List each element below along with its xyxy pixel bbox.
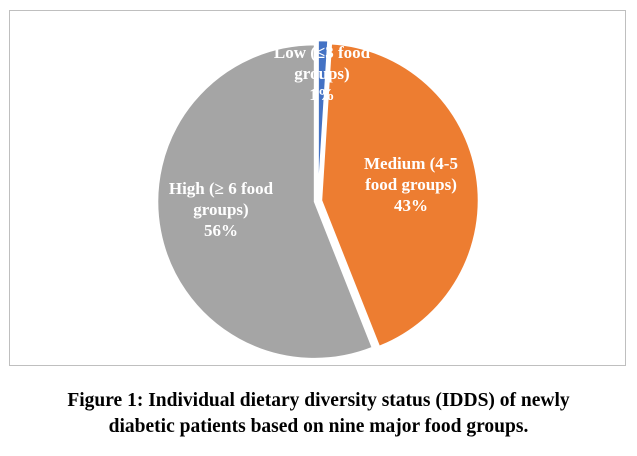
slice-label-line: 43% (394, 196, 428, 215)
slice-label-line: Medium (4-5 (364, 154, 458, 173)
chart-area: Low (≤3 food groups) 1% Medium (4-5 food gro… (9, 10, 626, 366)
pie-slice-1 (320, 42, 480, 348)
slice-label-line: groups) (193, 200, 248, 219)
pie-slice-0 (317, 39, 329, 198)
slice-label-line: 56% (204, 221, 238, 240)
slice-label-line: food groups) (365, 175, 457, 194)
pie-chart: Low (≤3 food groups) 1% Medium (4-5 food gro… (156, 39, 480, 360)
slice-label-0: Low (≤3 food groups) 1% (274, 43, 371, 104)
pie-labels: Low (≤3 food groups) 1% Medium (4-5 food gro… (169, 43, 458, 240)
pie-slice-2 (156, 43, 374, 360)
slice-label-line: High (≥ 6 food (169, 179, 274, 198)
figure-caption: Figure 1: Individual dietary diversity s… (0, 388, 637, 440)
slice-label-line: Low (≤3 food (274, 43, 371, 62)
caption-line-1: Figure 1: Individual dietary diversity s… (67, 390, 570, 411)
pie-slices (156, 39, 480, 360)
slice-label-line: groups) (294, 64, 349, 83)
caption-line-2: diabetic patients based on nine major fo… (108, 416, 529, 437)
slice-label-1: Medium (4-5 food groups) 43% (364, 154, 458, 215)
slice-label-line: 1% (309, 85, 335, 104)
slice-label-2: High (≥ 6 food groups) 56% (169, 179, 274, 240)
